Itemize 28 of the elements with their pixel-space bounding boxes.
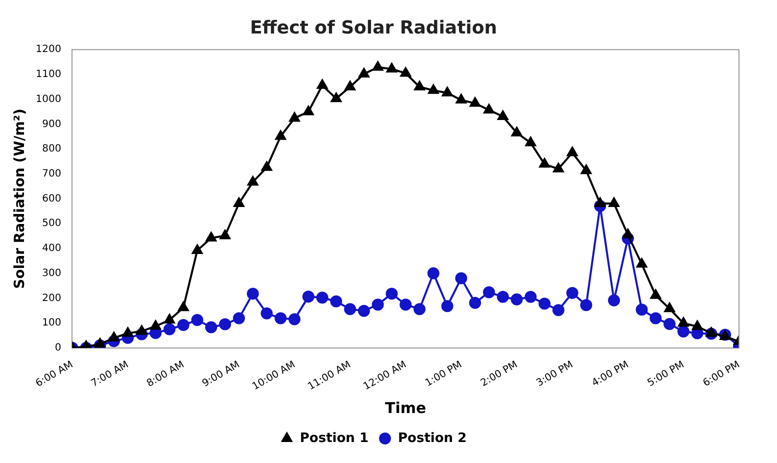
x-tick-label: 4:00 PM — [590, 359, 631, 390]
y-tick-label: 200 — [42, 292, 62, 304]
x-tick-label: 3:00 PM — [534, 359, 576, 390]
x-tick-label: 8:00 AM — [145, 359, 186, 390]
y-axis-title: Solar Radiation (W/m²) — [12, 108, 28, 289]
legend-label: Postion 1 — [300, 430, 368, 446]
y-tick-label: 500 — [42, 218, 62, 230]
y-tick-label: 400 — [42, 243, 62, 254]
x-tick-label: 1:00 PM — [424, 359, 464, 390]
x-axis-title: Time — [385, 398, 426, 417]
y-tick-label: 300 — [42, 268, 62, 279]
x-tick-label: 6:00 AM — [34, 359, 76, 390]
y-tick-label: 600 — [42, 193, 62, 204]
y-tick-label: 1100 — [36, 69, 62, 80]
legend-label: Postion 2 — [398, 430, 467, 446]
chart-title: Effect of Solar Radiation — [250, 17, 498, 38]
y-tick-label: 0 — [54, 342, 62, 354]
y-tick-label: 700 — [42, 168, 62, 180]
x-tick-label: 7:00 AM — [90, 359, 131, 390]
x-tick-label: 5:00 PM — [646, 359, 686, 390]
y-tick-label: 1200 — [36, 44, 62, 56]
x-tick-label: 6:00 PM — [701, 359, 742, 390]
y-tick-label: 100 — [42, 318, 62, 329]
x-tick-label: 9:00 AM — [200, 359, 242, 390]
y-tick-label: 1000 — [36, 94, 62, 105]
x-tick-label: 2:00 PM — [479, 359, 520, 390]
y-tick-label: 800 — [42, 144, 62, 155]
y-tick-label: 900 — [42, 118, 62, 130]
